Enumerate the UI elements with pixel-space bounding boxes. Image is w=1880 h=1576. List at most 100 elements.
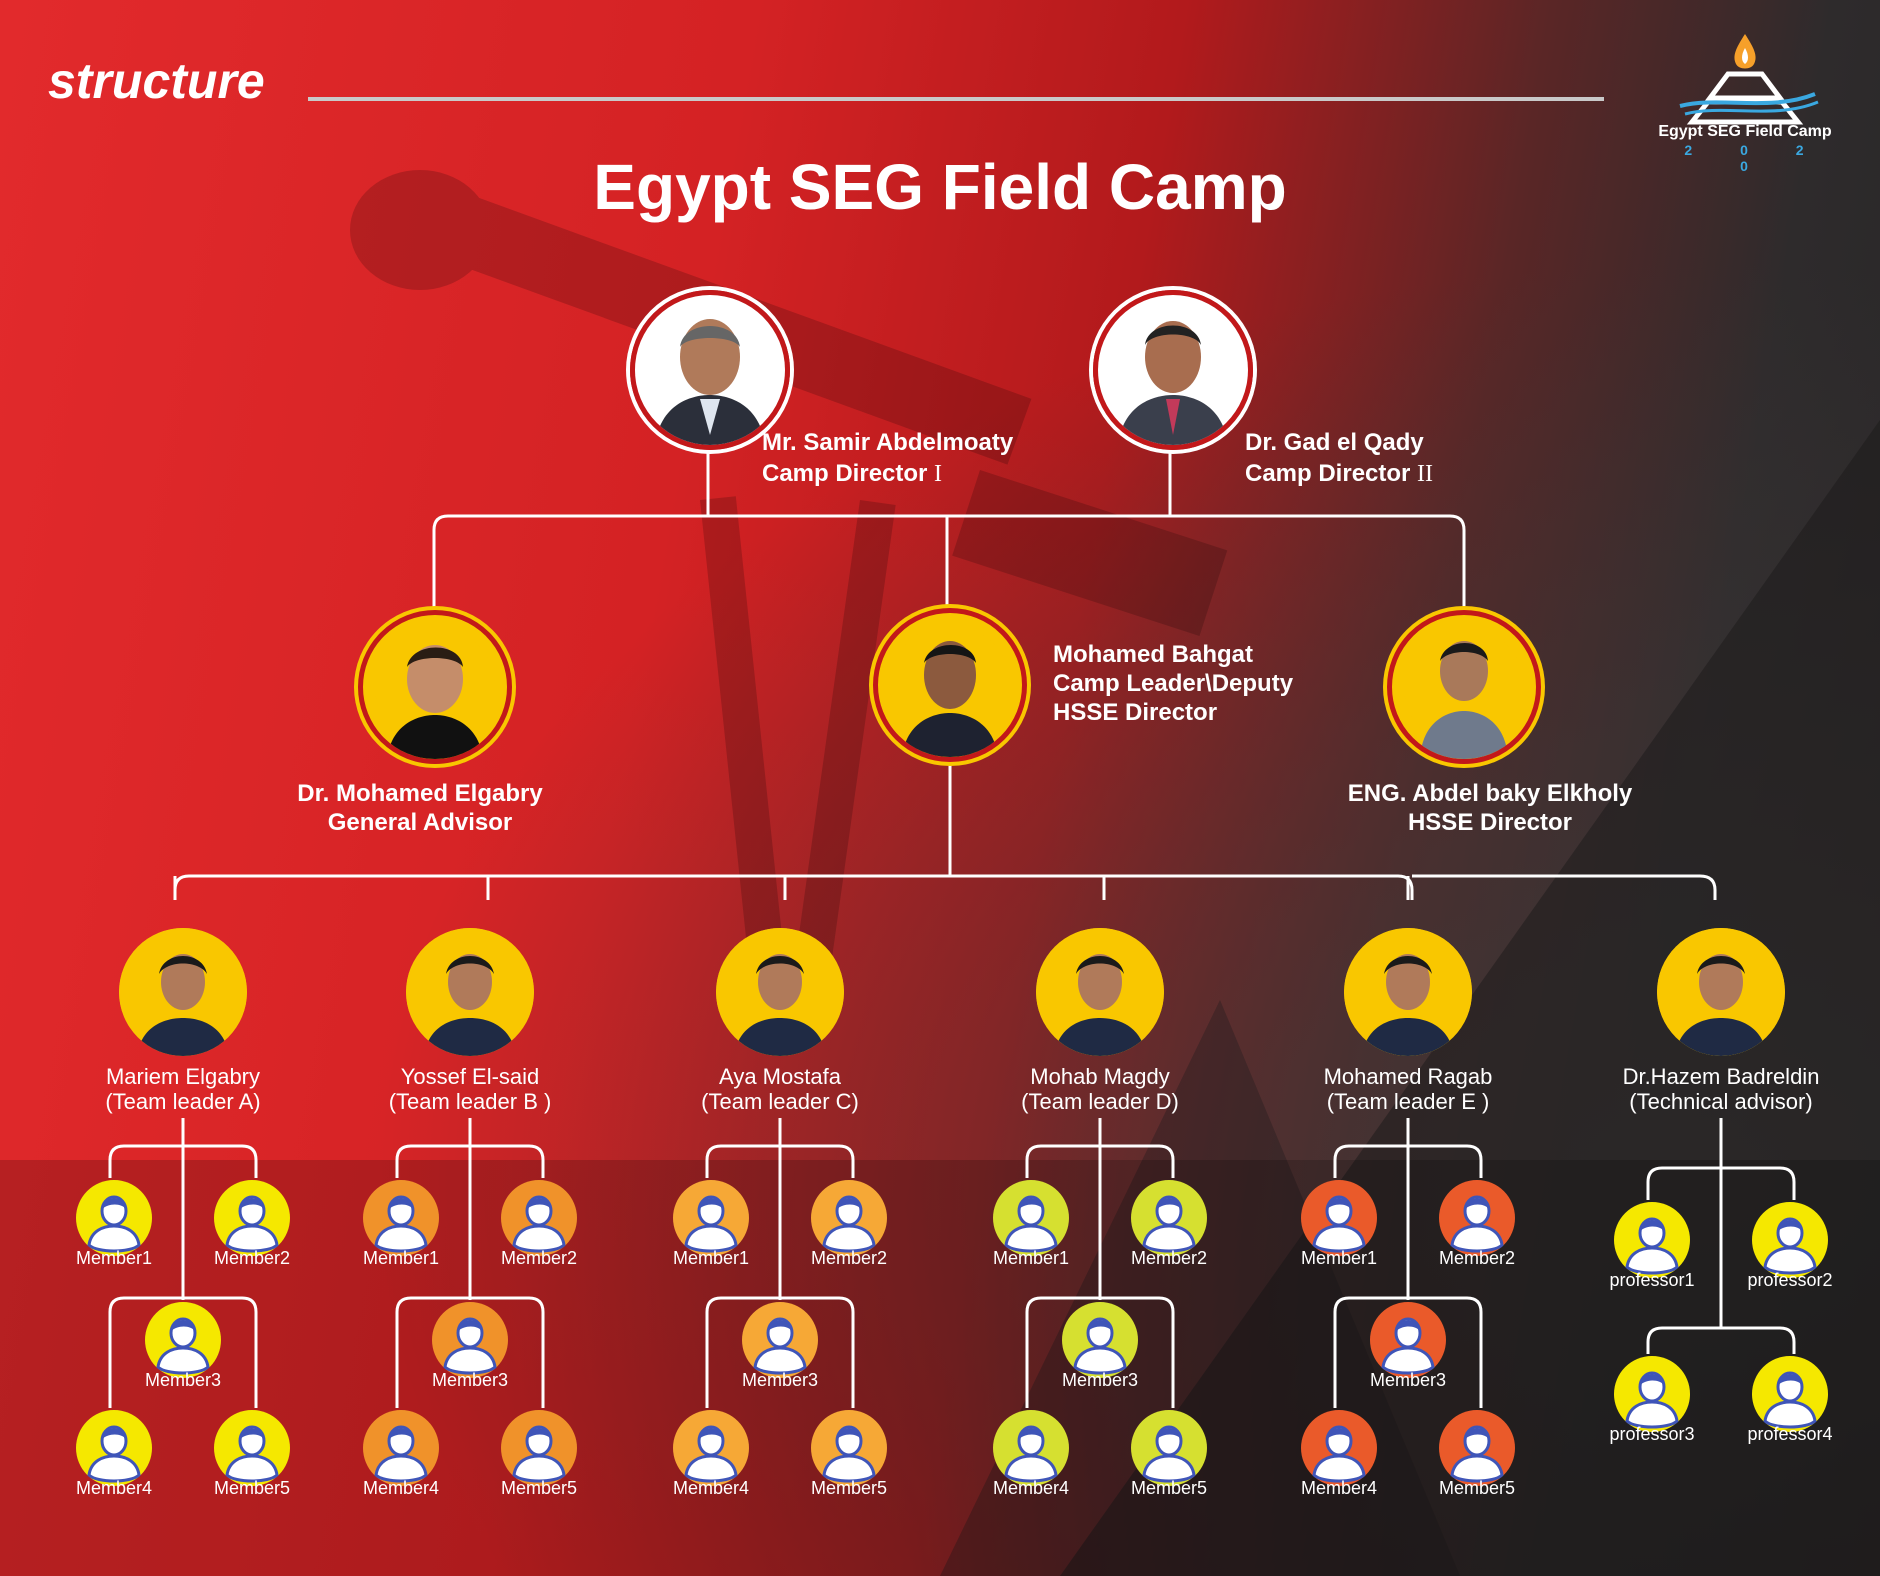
member-label: Member4 xyxy=(362,1478,440,1498)
person-portrait-icon xyxy=(1098,295,1248,445)
team-leader-name: Yossef El-said xyxy=(400,1064,540,1089)
member-label: Member5 xyxy=(213,1478,291,1498)
user-avatar-icon xyxy=(76,1180,152,1256)
member-label: Member3 xyxy=(1061,1370,1139,1390)
member-avatar xyxy=(1369,1301,1447,1379)
team-leader-name: Mohamed Ragab xyxy=(1323,1064,1493,1089)
member-avatar xyxy=(500,1179,578,1257)
team-leader-name: Mohab Magdy xyxy=(1030,1064,1170,1089)
member-label: Member2 xyxy=(1438,1248,1516,1268)
member-avatar xyxy=(1300,1409,1378,1487)
member-avatar xyxy=(1061,1301,1139,1379)
member-label: Member1 xyxy=(992,1248,1070,1268)
connector-line xyxy=(432,514,1466,610)
hsse-director-name: ENG. Abdel baky Elkholy xyxy=(1347,780,1633,807)
user-avatar-icon xyxy=(363,1180,439,1256)
member-label: professor2 xyxy=(1747,1270,1833,1290)
member-label: Member1 xyxy=(75,1248,153,1268)
pyramid-flame-logo xyxy=(1679,34,1819,125)
member-avatar xyxy=(810,1179,888,1257)
user-avatar-icon xyxy=(76,1410,152,1486)
member-label: Member5 xyxy=(1438,1478,1516,1498)
person-portrait-icon xyxy=(716,928,844,1056)
member-avatar xyxy=(1751,1355,1829,1433)
member-avatar xyxy=(992,1179,1070,1257)
pumpjack-leg-left xyxy=(700,496,791,1018)
person-portrait-icon xyxy=(1404,627,1524,759)
user-avatar-icon xyxy=(673,1410,749,1486)
member-avatar xyxy=(672,1179,750,1257)
team-leader-photo xyxy=(406,928,534,1056)
member-avatar xyxy=(1130,1179,1208,1257)
connector-line xyxy=(1333,1144,1483,1178)
page-title: Egypt SEG Field Camp xyxy=(593,151,1287,223)
member-label: Member2 xyxy=(1130,1248,1208,1268)
team-leader-name: Dr.Hazem Badreldin xyxy=(1622,1064,1820,1089)
user-avatar-icon xyxy=(1301,1180,1377,1256)
member-label: Member3 xyxy=(1369,1370,1447,1390)
connector-line xyxy=(705,1296,855,1408)
user-avatar-icon xyxy=(501,1410,577,1486)
member-avatar xyxy=(1613,1201,1691,1279)
member-avatar xyxy=(741,1301,819,1379)
member-label: Member1 xyxy=(672,1248,750,1268)
team-leader-role: (Team leader B ) xyxy=(388,1089,552,1114)
user-avatar-icon xyxy=(145,1302,221,1378)
member-avatar xyxy=(1751,1201,1829,1279)
member-avatar xyxy=(1130,1409,1208,1487)
user-avatar-icon xyxy=(993,1180,1069,1256)
ground xyxy=(0,1160,1880,1576)
member-label: Member4 xyxy=(1300,1478,1378,1498)
hsse-director-photo xyxy=(1387,610,1541,764)
member-label: Member1 xyxy=(362,1248,440,1268)
user-avatar-icon xyxy=(1062,1302,1138,1378)
user-avatar-icon xyxy=(1439,1180,1515,1256)
member-avatar xyxy=(500,1409,578,1487)
pumpjack-head xyxy=(350,170,490,290)
director-1-photo xyxy=(630,290,790,450)
member-label: Member5 xyxy=(810,1478,888,1498)
member-label: Member2 xyxy=(810,1248,888,1268)
member-label: professor4 xyxy=(1747,1424,1833,1444)
user-avatar-icon xyxy=(1614,1202,1690,1278)
connector-line xyxy=(705,1144,855,1178)
director-1-role: Camp Director I xyxy=(762,460,943,487)
member-avatar xyxy=(362,1409,440,1487)
advisor-role: General Advisor xyxy=(327,809,513,836)
connector-line xyxy=(1333,1296,1483,1408)
director-2-role: Camp Director II xyxy=(1245,460,1434,487)
team-leader-photo xyxy=(119,928,247,1056)
person-portrait-icon xyxy=(1036,928,1164,1056)
team-leader-role: (Team leader C) xyxy=(701,1089,859,1114)
person-portrait-icon xyxy=(375,627,495,759)
team-leader-role: (Team leader D) xyxy=(1021,1089,1179,1114)
camp-leader-role: Camp Leader\Deputy xyxy=(1053,670,1294,697)
member-avatar xyxy=(213,1179,291,1257)
pumpjack-weight xyxy=(952,469,1228,636)
user-avatar-icon xyxy=(673,1180,749,1256)
member-avatar xyxy=(810,1409,888,1487)
user-avatar-icon xyxy=(1131,1410,1207,1486)
person-portrait-icon xyxy=(635,295,785,445)
user-avatar-icon xyxy=(1301,1410,1377,1486)
logo-year: 2 0 2 0 xyxy=(1684,142,1826,174)
director-2-photo xyxy=(1093,290,1253,450)
user-avatar-icon xyxy=(1131,1180,1207,1256)
connector-line xyxy=(395,1144,545,1178)
member-avatar xyxy=(1613,1355,1691,1433)
team-leader-name: Mariem Elgabry xyxy=(105,1064,261,1089)
user-avatar-icon xyxy=(501,1180,577,1256)
advisor-photo xyxy=(358,610,512,764)
member-label: Member3 xyxy=(144,1370,222,1390)
advisor-name: Dr. Mohamed Elgabry xyxy=(297,780,543,807)
member-label: Member1 xyxy=(1300,1248,1378,1268)
connector-line xyxy=(1646,1166,1796,1200)
person-portrait-icon xyxy=(1344,928,1472,1056)
team-leader-photo xyxy=(1036,928,1164,1056)
camp-leader-role-2: HSSE Director xyxy=(1053,699,1218,726)
team-leader-role: (Team leader E ) xyxy=(1326,1089,1490,1114)
member-label: Member4 xyxy=(75,1478,153,1498)
member-avatar xyxy=(144,1301,222,1379)
member-label: Member2 xyxy=(213,1248,291,1268)
